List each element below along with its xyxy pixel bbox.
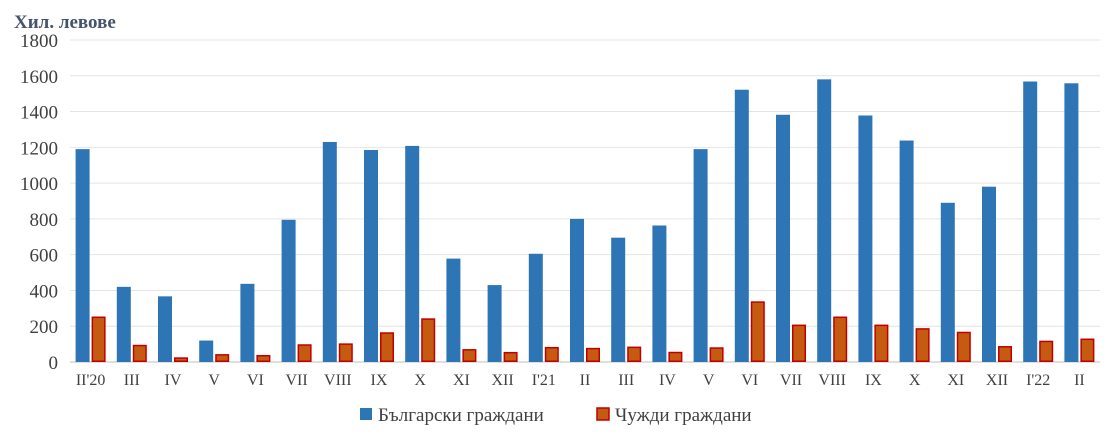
bar-bulgarian-citizens [570, 218, 584, 362]
bar-bulgarian-citizens [446, 258, 461, 362]
bar-foreign-citizens [91, 316, 106, 362]
bar-bulgarian-citizens [487, 285, 502, 362]
x-tick-label: VI [247, 372, 264, 389]
bar-foreign-citizens [380, 332, 394, 362]
bars [75, 79, 1095, 363]
y-tick-label: 1200 [20, 138, 58, 159]
y-tick-label: 200 [30, 317, 59, 338]
x-tick-label: IV [659, 372, 676, 389]
bar-foreign-citizens [256, 354, 271, 363]
bar-foreign-citizens [915, 328, 930, 362]
x-tick-label: IX [865, 372, 882, 389]
y-tick-label: 600 [30, 246, 59, 267]
bar-bulgarian-citizens [1064, 83, 1079, 363]
bar-bulgarian-citizens [982, 186, 996, 362]
bar-bulgarian-citizens [281, 219, 296, 362]
bar-bulgarian-citizens [116, 286, 131, 362]
bar-foreign-citizens [874, 324, 889, 363]
bar-foreign-citizens [503, 351, 518, 363]
bar-foreign-citizens [215, 354, 230, 363]
x-tick-label: XI [453, 372, 470, 389]
bar-foreign-citizens [792, 324, 806, 363]
bar-bulgarian-citizens [611, 237, 626, 362]
legend: Български граждани Чужди граждани [360, 405, 752, 426]
bar-bulgarian-citizens [322, 141, 337, 362]
legend-label-series-1: Български граждани [378, 405, 544, 426]
bar-foreign-citizens [833, 316, 848, 362]
bar-foreign-citizens [421, 318, 436, 363]
bar-bulgarian-citizens [528, 253, 543, 362]
bar-bulgarian-citizens [405, 145, 420, 362]
bar-bulgarian-citizens [199, 340, 214, 362]
x-tick-label: IX [371, 372, 388, 389]
x-tick-label: III [618, 372, 634, 389]
bar-foreign-citizens [1039, 340, 1054, 362]
bar-foreign-citizens [338, 343, 353, 363]
bar-bulgarian-citizens [940, 202, 955, 362]
bar-bulgarian-citizens [75, 149, 90, 362]
x-tick-label: VII [285, 372, 307, 389]
bar-foreign-citizens [668, 351, 683, 363]
x-tick-label: X [414, 372, 426, 389]
x-tick-label: V [703, 372, 715, 389]
bar-bulgarian-citizens [693, 149, 708, 362]
legend-swatch-series-1 [360, 408, 372, 420]
y-tick-label: 1400 [20, 103, 58, 124]
bar-foreign-citizens [750, 301, 765, 363]
x-tick-label: II [1074, 372, 1085, 389]
bar-foreign-citizens [297, 344, 312, 362]
x-axis-ticks: II'20 III IV V VI VII VIII IX X XI XII I'21 II III IV V… [76, 372, 1085, 389]
x-tick-label: XII [491, 372, 513, 389]
bar-foreign-citizens [998, 346, 1012, 362]
y-tick-label: 1800 [20, 31, 58, 52]
legend-label-series-2: Чужди граждани [615, 405, 752, 426]
y-tick-label: 800 [30, 210, 59, 231]
x-tick-label: V [208, 372, 220, 389]
bar-foreign-citizens [627, 346, 642, 363]
x-tick-label: IV [165, 372, 182, 389]
bar-bulgarian-citizens [158, 296, 172, 362]
bar-bulgarian-citizens [240, 283, 255, 362]
bar-bulgarian-citizens [734, 89, 749, 362]
y-axis-label: Хил. левове [14, 12, 116, 33]
bar-bulgarian-citizens [899, 140, 914, 362]
y-tick-label: 400 [30, 281, 59, 302]
y-tick-label: 1000 [20, 174, 58, 195]
x-tick-label: II [580, 372, 591, 389]
x-tick-label: VI [741, 372, 758, 389]
bar-foreign-citizens [956, 331, 971, 363]
bar-foreign-citizens [709, 347, 724, 362]
bar-bulgarian-citizens [858, 115, 873, 362]
bar-foreign-citizens [1080, 338, 1095, 362]
x-tick-label: VIII [324, 372, 352, 389]
x-tick-label: III [124, 372, 140, 389]
x-tick-label: II'20 [76, 372, 106, 389]
x-tick-label: XII [986, 372, 1008, 389]
legend-swatch-series-2 [596, 407, 610, 421]
x-tick-label: VIII [818, 372, 846, 389]
x-tick-label: X [909, 372, 921, 389]
x-tick-label: XI [947, 372, 964, 389]
y-tick-label: 1600 [20, 67, 58, 88]
x-tick-label: I'22 [1026, 372, 1050, 389]
bar-foreign-citizens [462, 349, 477, 362]
bar-foreign-citizens [132, 344, 147, 363]
bar-bulgarian-citizens [652, 225, 667, 362]
bar-bulgarian-citizens [776, 114, 790, 362]
bar-foreign-citizens [544, 346, 559, 363]
bar-bulgarian-citizens [1023, 81, 1038, 362]
y-tick-label: 0 [49, 353, 59, 374]
bar-foreign-citizens [586, 347, 600, 363]
bar-foreign-citizens [174, 357, 188, 363]
y-axis-ticks: 0 200 400 600 800 1000 1200 1400 1600 1800 [20, 31, 58, 374]
x-tick-label: I'21 [532, 372, 556, 389]
x-tick-label: VII [780, 372, 802, 389]
bar-bulgarian-citizens [817, 79, 832, 362]
bar-bulgarian-citizens [364, 150, 378, 362]
